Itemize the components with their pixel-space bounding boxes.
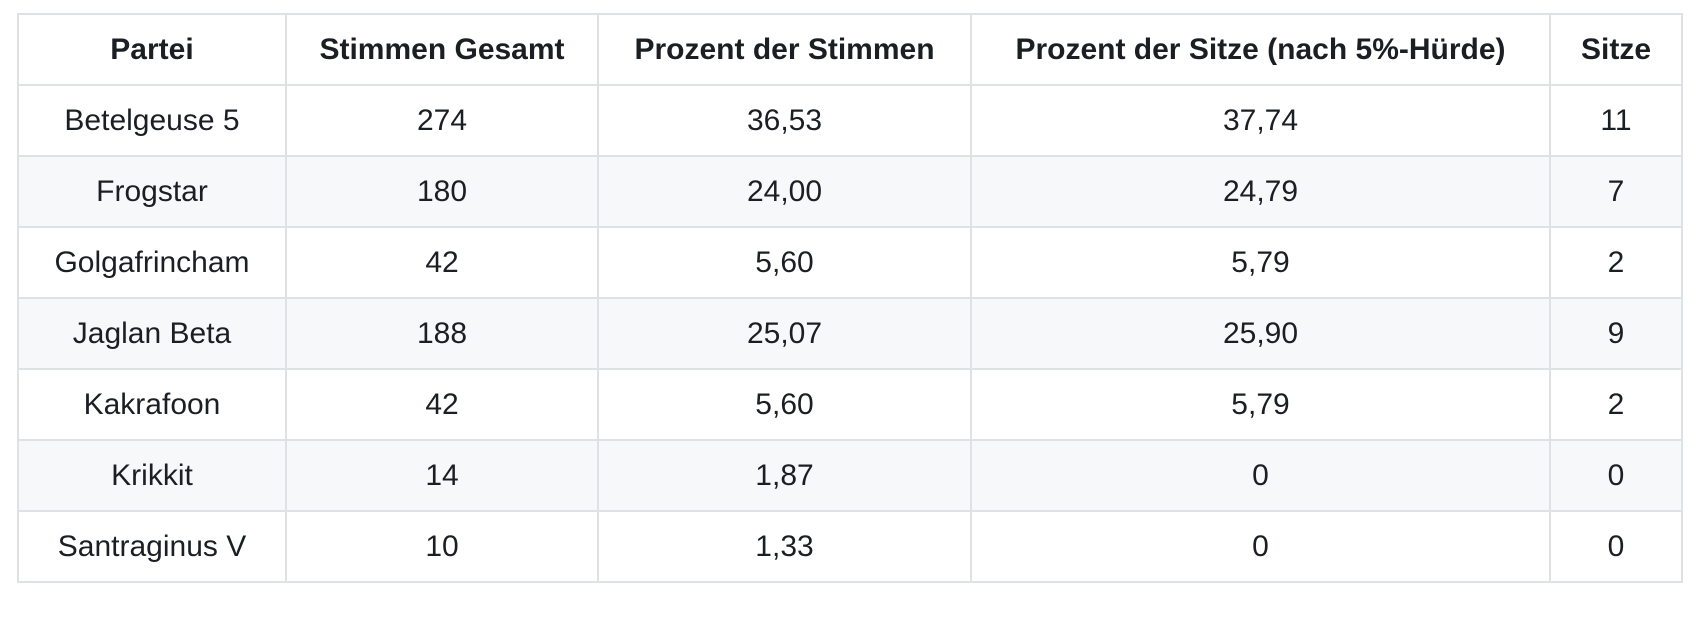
stimmen-gesamt-cell: 180	[285, 155, 599, 228]
sitze-cell: 11	[1549, 84, 1683, 157]
sitze-cell: 7	[1549, 155, 1683, 228]
table-row-frogstar: Frogstar 180 24,00 24,79 7	[17, 155, 1683, 228]
party-cell: Krikkit	[17, 439, 287, 512]
prozent-sitze-cell: 5,79	[970, 226, 1551, 299]
prozent-stimmen-cell: 5,60	[597, 226, 972, 299]
prozent-stimmen-cell: 1,87	[597, 439, 972, 512]
prozent-sitze-cell: 25,90	[970, 297, 1551, 370]
prozent-sitze-cell: 37,74	[970, 84, 1551, 157]
sitze-cell: 2	[1549, 368, 1683, 441]
party-cell: Frogstar	[17, 155, 287, 228]
table-row-golgafrincham: Golgafrincham 42 5,60 5,79 2	[17, 226, 1683, 299]
sitze-cell: 0	[1549, 439, 1683, 512]
election-results-table: Partei Stimmen Gesamt Prozent der Stimme…	[17, 13, 1683, 583]
party-cell: Kakrafoon	[17, 368, 287, 441]
table-row-kakrafoon: Kakrafoon 42 5,60 5,79 2	[17, 368, 1683, 441]
stimmen-gesamt-cell: 10	[285, 510, 599, 583]
column-header-partei: Partei	[17, 13, 287, 86]
column-header-prozent-der-sitze: Prozent der Sitze (nach 5%-Hürde)	[970, 13, 1551, 86]
party-cell: Jaglan Beta	[17, 297, 287, 370]
prozent-stimmen-cell: 36,53	[597, 84, 972, 157]
column-header-sitze: Sitze	[1549, 13, 1683, 86]
stimmen-gesamt-cell: 14	[285, 439, 599, 512]
sitze-cell: 9	[1549, 297, 1683, 370]
stimmen-gesamt-cell: 42	[285, 226, 599, 299]
party-cell: Golgafrincham	[17, 226, 287, 299]
column-header-stimmen-gesamt: Stimmen Gesamt	[285, 13, 599, 86]
sitze-cell: 0	[1549, 510, 1683, 583]
table-row-betelgeuse-5: Betelgeuse 5 274 36,53 37,74 11	[17, 84, 1683, 157]
prozent-stimmen-cell: 1,33	[597, 510, 972, 583]
party-cell: Betelgeuse 5	[17, 84, 287, 157]
stimmen-gesamt-cell: 42	[285, 368, 599, 441]
prozent-stimmen-cell: 5,60	[597, 368, 972, 441]
table-row-jaglan-beta: Jaglan Beta 188 25,07 25,90 9	[17, 297, 1683, 370]
prozent-sitze-cell: 0	[970, 439, 1551, 512]
stimmen-gesamt-cell: 274	[285, 84, 599, 157]
table-row-krikkit: Krikkit 14 1,87 0 0	[17, 439, 1683, 512]
table-row-santraginus-v: Santraginus V 10 1,33 0 0	[17, 510, 1683, 583]
header-row: Partei Stimmen Gesamt Prozent der Stimme…	[17, 13, 1683, 86]
prozent-sitze-cell: 24,79	[970, 155, 1551, 228]
prozent-stimmen-cell: 24,00	[597, 155, 972, 228]
column-header-prozent-der-stimmen: Prozent der Stimmen	[597, 13, 972, 86]
prozent-sitze-cell: 0	[970, 510, 1551, 583]
sitze-cell: 2	[1549, 226, 1683, 299]
prozent-sitze-cell: 5,79	[970, 368, 1551, 441]
stimmen-gesamt-cell: 188	[285, 297, 599, 370]
party-cell: Santraginus V	[17, 510, 287, 583]
prozent-stimmen-cell: 25,07	[597, 297, 972, 370]
